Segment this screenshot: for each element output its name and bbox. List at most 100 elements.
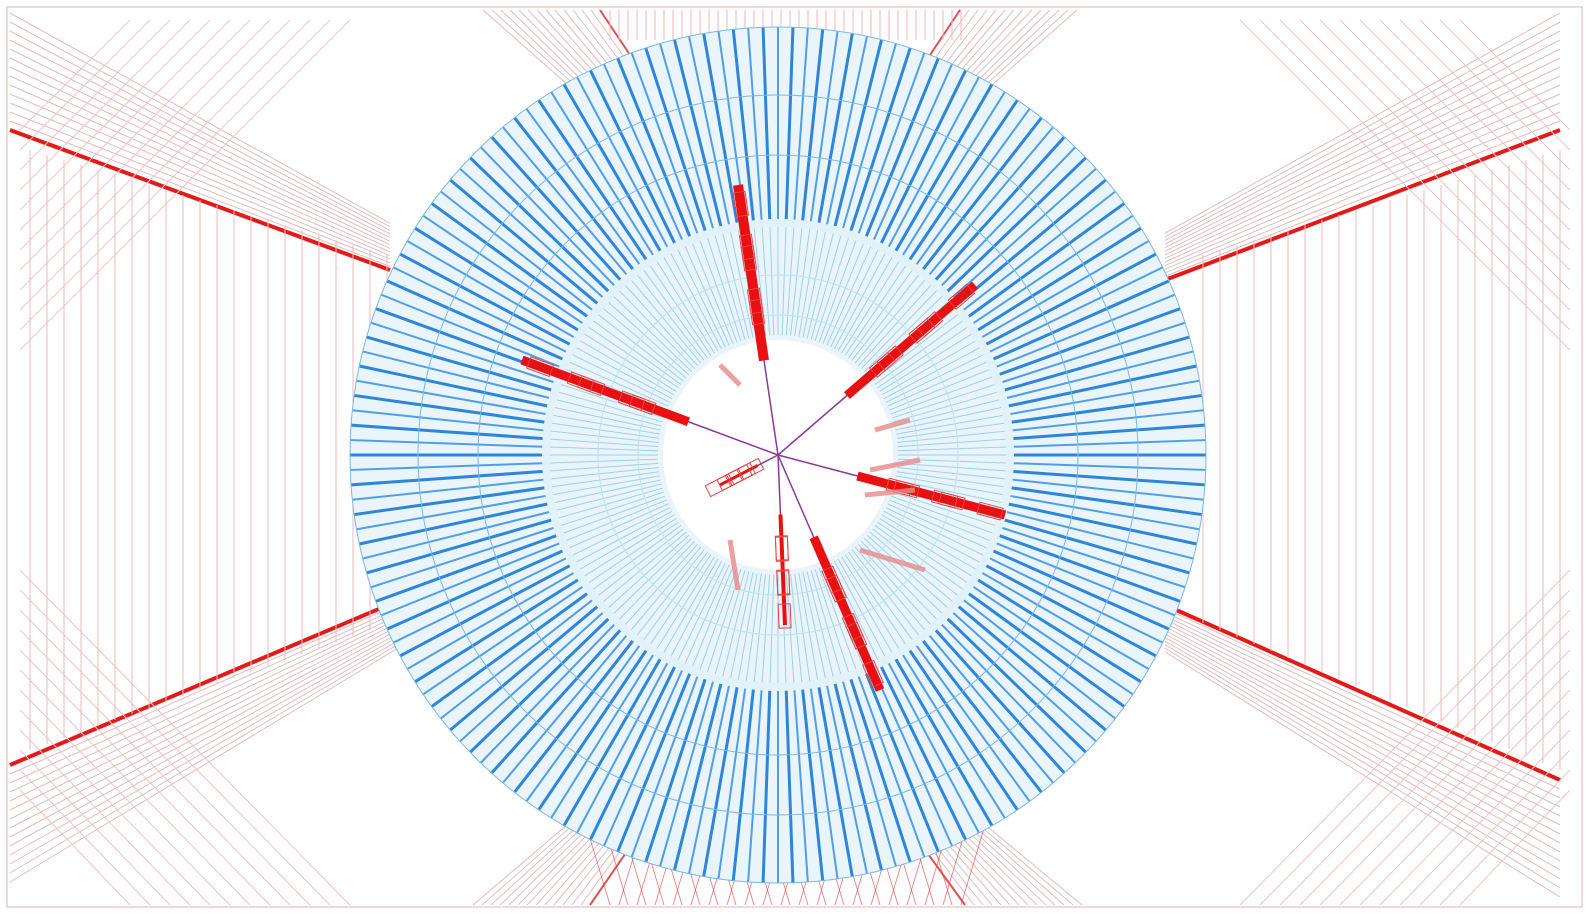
- hit-box: [862, 659, 884, 688]
- inner-cell: [610, 293, 693, 373]
- inner-cell: [616, 287, 696, 370]
- wall-line: [9, 613, 401, 802]
- outer-cell: [833, 682, 883, 871]
- inner-cell: [737, 573, 758, 684]
- outer-cell: [630, 52, 699, 235]
- diagonal-line: [1399, 19, 1571, 191]
- inner-cell: [585, 324, 679, 389]
- outer-cell: [761, 689, 772, 883]
- inner-cell: [894, 398, 1004, 427]
- short-track: [869, 457, 921, 473]
- inner-cell: [654, 257, 715, 354]
- diagonal-line: [19, 649, 271, 906]
- outer-cell: [809, 31, 839, 223]
- inner-cell: [761, 223, 771, 336]
- track: [688, 421, 779, 456]
- gap-ring: [542, 219, 1014, 691]
- outer-cell: [459, 611, 605, 743]
- inner-cell: [897, 446, 1010, 452]
- tracks: [520, 184, 1007, 692]
- inner-cell: [654, 556, 715, 653]
- inner-cell: [844, 262, 909, 356]
- hit-box: [776, 570, 791, 596]
- outer-cell: [352, 478, 545, 501]
- inner-cell: [881, 514, 980, 572]
- inner-cell: [721, 571, 750, 681]
- inner-cell: [896, 471, 1008, 488]
- outer-cell: [430, 202, 589, 319]
- outer-cell: [761, 27, 772, 221]
- wall-line: [1164, 21, 1561, 238]
- inner-cell: [785, 223, 795, 336]
- outer-cell: [356, 494, 547, 531]
- inner-cell: [806, 571, 835, 681]
- inner-cell: [893, 390, 1002, 423]
- diagonal-line: [19, 729, 191, 906]
- hit-box: [732, 190, 750, 218]
- short-track: [859, 547, 926, 573]
- inner-cell: [891, 382, 999, 419]
- outer-cell: [525, 108, 641, 266]
- inner-cell: [546, 462, 659, 472]
- outer-cell: [550, 653, 655, 819]
- diagonal-line: [19, 19, 311, 311]
- hit-box: [915, 311, 944, 338]
- outer-cell: [644, 47, 707, 232]
- inner-cell: [848, 267, 915, 359]
- outer-cell: [857, 675, 926, 858]
- inner-cell: [729, 227, 754, 338]
- hit-box: [947, 283, 976, 310]
- inner-cell: [698, 567, 738, 674]
- inner-cell: [569, 507, 671, 558]
- outer-cell: [399, 252, 572, 346]
- inner-cell: [877, 521, 971, 586]
- outer-cell: [967, 202, 1126, 319]
- inner-cell: [557, 491, 665, 528]
- outer-cell: [934, 628, 1066, 775]
- outer-cell: [469, 156, 610, 293]
- wall-line: [9, 606, 401, 784]
- wall-line: [9, 39, 391, 235]
- outer-cell: [350, 423, 544, 441]
- outer-cell: [901, 91, 1006, 257]
- wall-edge: [1164, 603, 1561, 782]
- inner-cell: [546, 438, 659, 448]
- outer-cell: [817, 33, 854, 224]
- outer-cell: [992, 549, 1170, 631]
- inner-cell: [683, 564, 730, 668]
- outer-cell: [537, 648, 648, 811]
- inner-cell: [610, 537, 693, 617]
- inner-cell: [848, 551, 915, 643]
- inner-cell: [721, 229, 750, 339]
- diagonal-line: [19, 19, 151, 151]
- inner-cell: [661, 253, 719, 352]
- diagonal-line: [19, 19, 131, 131]
- diagonal-line: [19, 609, 311, 906]
- outer-cell: [731, 688, 755, 881]
- wall-line: [1164, 608, 1561, 790]
- inner-cell: [841, 257, 902, 354]
- diagonal-line: [1379, 709, 1571, 906]
- inner-cell: [814, 234, 851, 342]
- outer-cell: [479, 146, 616, 287]
- outer-cell: [1009, 379, 1200, 416]
- outer-cell: [921, 116, 1043, 271]
- short-track: [727, 539, 741, 591]
- outer-cell: [998, 307, 1181, 377]
- outer-cell: [616, 672, 692, 853]
- inner-cell: [705, 234, 742, 342]
- outer-cell: [1003, 335, 1190, 392]
- outer-cell: [951, 611, 1097, 743]
- inner-cell: [565, 503, 669, 550]
- diagonal-line: [19, 749, 171, 906]
- wall-line: [9, 93, 391, 257]
- inner-cell: [790, 574, 803, 686]
- hit-box: [746, 287, 764, 315]
- inner-cell: [769, 223, 775, 336]
- wall-line: [1164, 633, 1561, 853]
- diagonal-line: [19, 689, 231, 906]
- inner-cell: [668, 249, 723, 350]
- outer-cell: [717, 687, 747, 879]
- outer-cell: [976, 226, 1142, 332]
- outer-cell: [362, 510, 551, 560]
